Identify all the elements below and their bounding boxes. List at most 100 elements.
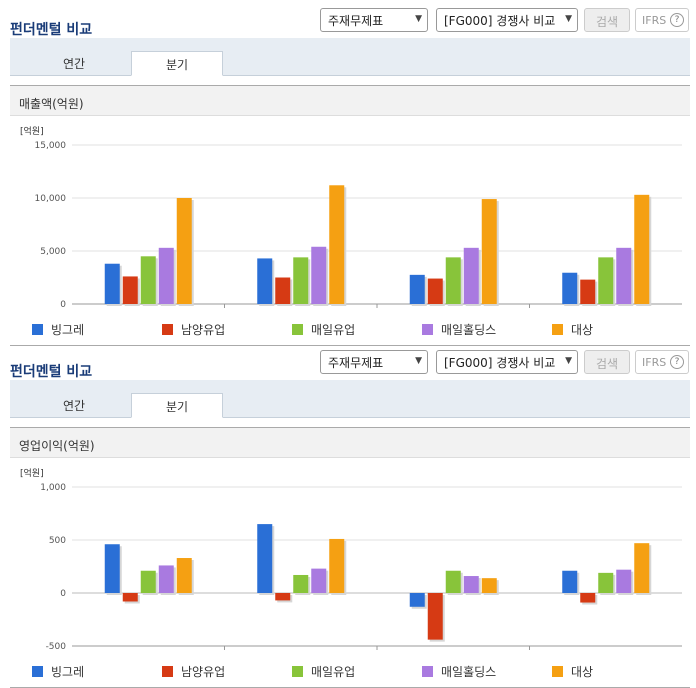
period-tabs: 연간 분기	[10, 38, 690, 76]
y-tick-label: -500	[46, 642, 67, 650]
legend-label: 남양유업	[181, 323, 226, 337]
bar	[481, 578, 497, 593]
legend-label: 매일유업	[311, 665, 356, 679]
bar	[427, 278, 443, 304]
bar	[122, 593, 138, 602]
statement-type-value: 주재무제표	[328, 356, 384, 370]
chevron-down-icon: ▼	[565, 356, 572, 366]
bar	[311, 568, 327, 593]
ifrs-label: IFRS	[642, 14, 667, 27]
bar	[257, 524, 273, 593]
metric-title: 매출액(억원)	[10, 85, 690, 116]
legend-item[interactable]: 매일유업	[292, 321, 355, 338]
legend-item[interactable]: 매일홀딩스	[422, 663, 496, 680]
revenue-chart: [억원]05,00010,00015,0002023/062023/092023…	[10, 118, 690, 321]
statement-type-select[interactable]: 주재무제표 ▼	[320, 8, 428, 32]
bar	[445, 570, 461, 593]
legend-label: 매일유업	[311, 323, 356, 337]
tab-annual[interactable]: 연간	[62, 399, 86, 413]
bar	[445, 257, 461, 304]
bar	[481, 199, 497, 304]
legend-item[interactable]: 대상	[552, 321, 593, 338]
legend-swatch	[552, 666, 563, 677]
chevron-down-icon: ▼	[415, 356, 422, 366]
bar	[104, 263, 120, 304]
tab-annual[interactable]: 연간	[62, 57, 86, 71]
chevron-down-icon: ▼	[565, 14, 572, 24]
bar	[562, 570, 578, 593]
help-icon: ?	[670, 13, 684, 27]
bar	[562, 272, 578, 304]
tab-quarterly[interactable]: 분기	[131, 393, 223, 418]
statement-type-select[interactable]: 주재무제표 ▼	[320, 350, 428, 374]
panel-title: 펀더멘털 비교	[10, 364, 93, 380]
y-tick-label: 5,000	[40, 247, 66, 257]
comparison-group-value: [FG000] 경쟁사 비교	[444, 14, 556, 28]
comparison-group-select[interactable]: [FG000] 경쟁사 비교 ▼	[436, 8, 578, 32]
bar	[140, 256, 156, 304]
fundamentals-panel-revenue: 펀더멘털 비교 주재무제표 ▼ [FG000] 경쟁사 비교 ▼ 검색 IFRS? …	[0, 8, 696, 346]
legend-item[interactable]: 대상	[552, 663, 593, 680]
legend-label: 대상	[571, 323, 594, 337]
legend-swatch	[552, 324, 563, 335]
operating-profit-chart-svg: [억원]-50005001,0002023/062023/092023/1220…	[20, 467, 682, 663]
bar	[580, 593, 596, 603]
y-tick-label: 500	[49, 536, 66, 546]
bar	[293, 574, 309, 593]
y-unit-label: [억원]	[20, 467, 44, 479]
panel-header: 펀더멘털 비교 주재무제표 ▼ [FG000] 경쟁사 비교 ▼ 검색 IFRS?	[0, 350, 696, 384]
ifrs-button[interactable]: IFRS?	[635, 350, 689, 374]
operating-profit-chart: [억원]-50005001,0002023/062023/092023/1220…	[10, 460, 690, 663]
legend-swatch	[162, 324, 173, 335]
period-tabs: 연간 분기	[10, 380, 690, 418]
revenue-chart-svg: [억원]05,00010,00015,0002023/062023/092023…	[20, 125, 682, 321]
legend-item[interactable]: 빙그레	[32, 321, 84, 338]
bar	[616, 247, 632, 304]
bar	[176, 558, 192, 593]
ifrs-button[interactable]: IFRS?	[635, 8, 689, 32]
legend-swatch	[32, 324, 43, 335]
legend-item[interactable]: 매일홀딩스	[422, 321, 496, 338]
bar	[293, 257, 309, 304]
bar	[176, 198, 192, 304]
bar	[311, 246, 327, 304]
tab-quarterly[interactable]: 분기	[131, 51, 223, 76]
bar	[463, 247, 479, 304]
bar	[104, 544, 120, 593]
panel-title: 펀더멘털 비교	[10, 22, 93, 38]
y-tick-label: 0	[60, 589, 66, 599]
legend-item[interactable]: 빙그레	[32, 663, 84, 680]
search-button[interactable]: 검색	[584, 350, 630, 374]
legend-swatch	[422, 666, 433, 677]
legend-item[interactable]: 남양유업	[162, 663, 225, 680]
bar	[140, 570, 156, 593]
bar	[158, 565, 174, 593]
search-button[interactable]: 검색	[584, 8, 630, 32]
y-tick-label: 10,000	[35, 194, 67, 204]
legend-swatch	[32, 666, 43, 677]
chart-legend: 빙그레 남양유업 매일유업 매일홀딩스 대상	[10, 663, 690, 681]
bar	[580, 279, 596, 304]
y-tick-label: 15,000	[35, 141, 67, 151]
bar	[427, 593, 443, 640]
bar	[257, 258, 273, 304]
bar	[275, 277, 291, 304]
legend-swatch	[162, 666, 173, 677]
fundamentals-panel-operating-profit: 펀더멘털 비교 주재무제표 ▼ [FG000] 경쟁사 비교 ▼ 검색 IFRS? …	[0, 350, 696, 688]
bar	[598, 257, 614, 304]
bar	[634, 543, 650, 593]
legend-swatch	[292, 666, 303, 677]
legend-item[interactable]: 남양유업	[162, 321, 225, 338]
bar	[409, 274, 425, 304]
metric-title: 영업이익(억원)	[10, 427, 690, 458]
comparison-group-select[interactable]: [FG000] 경쟁사 비교 ▼	[436, 350, 578, 374]
legend-label: 매일홀딩스	[441, 665, 497, 679]
bar	[329, 185, 345, 304]
bar	[463, 576, 479, 593]
y-tick-label: 1,000	[40, 483, 66, 493]
statement-type-value: 주재무제표	[328, 14, 384, 28]
legend-item[interactable]: 매일유업	[292, 663, 355, 680]
legend-label: 남양유업	[181, 665, 226, 679]
bar	[122, 276, 138, 304]
legend-label: 빙그레	[51, 665, 85, 679]
